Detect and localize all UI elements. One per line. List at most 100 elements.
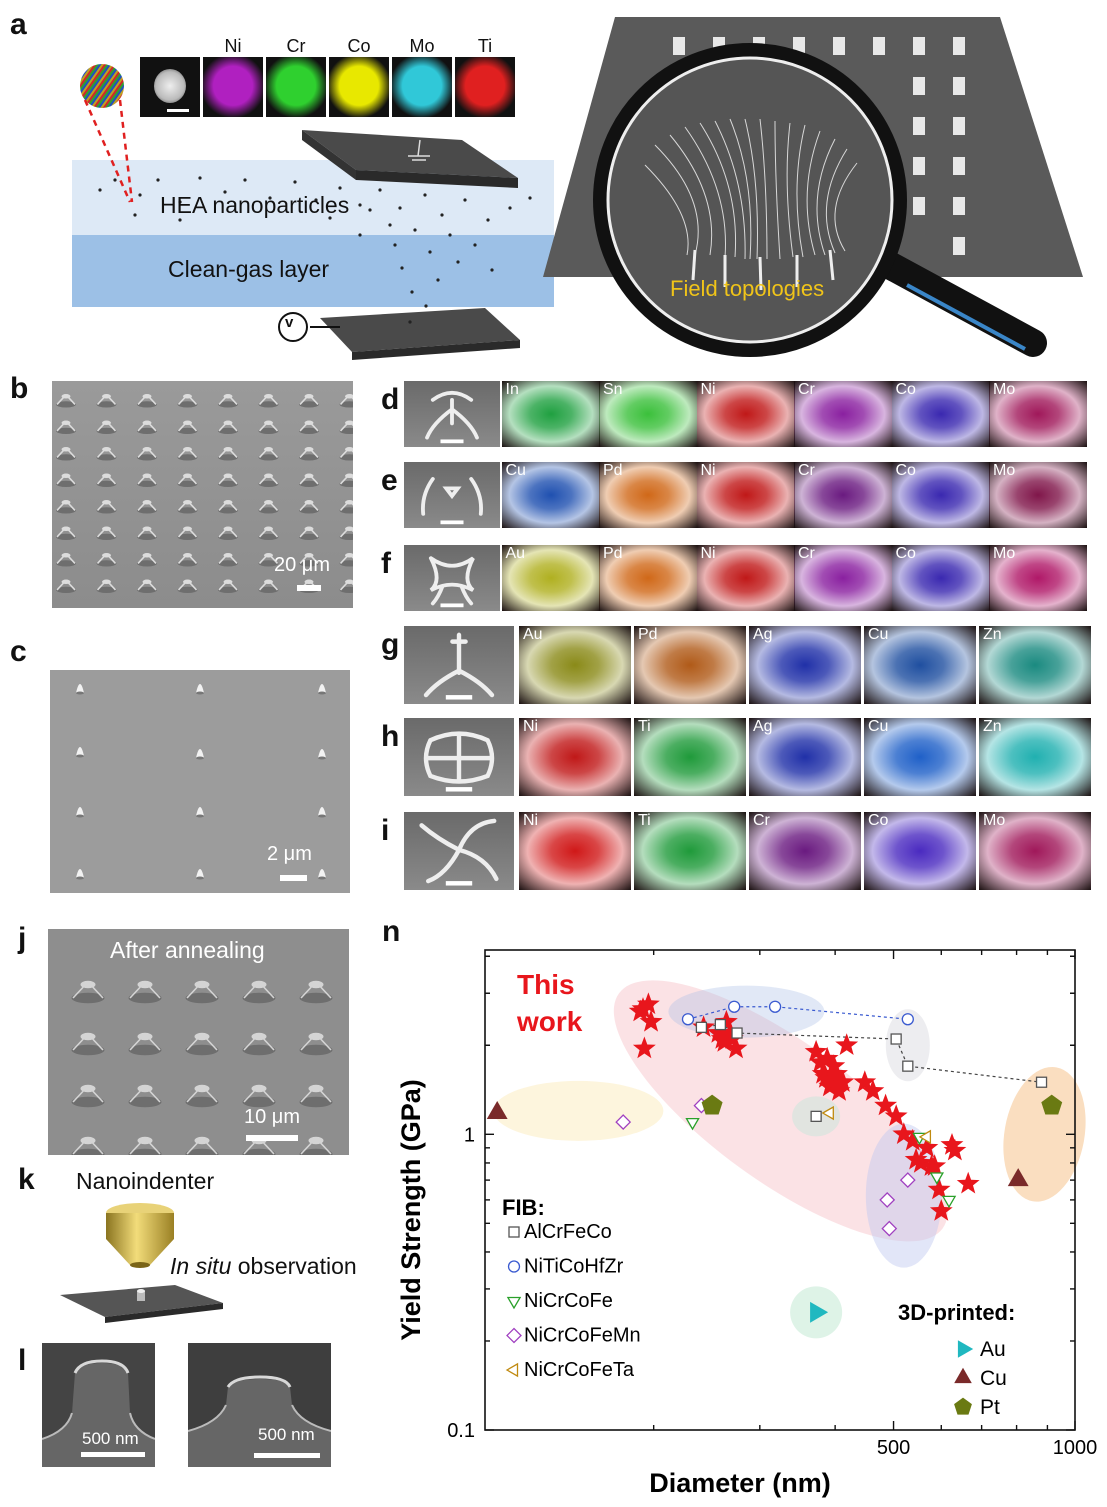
data-point-pt xyxy=(1041,1094,1063,1115)
eds-element-label: Co xyxy=(868,812,889,829)
sem-tile-e xyxy=(404,462,500,528)
data-point-nicrcofe xyxy=(941,1195,957,1209)
eds-element-label: Sn xyxy=(603,381,623,398)
array-pillar xyxy=(137,500,157,514)
data-point-nicrcofemn xyxy=(879,1191,896,1208)
eds-map-i-cr: Cr xyxy=(749,812,861,890)
scale-bar-m xyxy=(254,1453,320,1458)
data-point-this-work xyxy=(714,1009,738,1032)
data-point-nicrcofeta xyxy=(918,1129,932,1145)
eds-element-label: Mo xyxy=(993,381,1016,398)
printed-region xyxy=(1003,1066,1086,1202)
eds-map-e-pd: Pd xyxy=(599,462,697,528)
array-pillar xyxy=(258,500,279,514)
array-pillar xyxy=(258,526,279,541)
eds-element-label: Cu xyxy=(505,462,526,479)
data-point-cu xyxy=(1007,1168,1029,1187)
eds-map-e-ni: Ni xyxy=(696,462,795,528)
nanopillar xyxy=(196,749,204,760)
data-point-alcrfeco xyxy=(890,1033,902,1045)
eds-map-h-ti: Ti xyxy=(634,718,746,796)
data-point-this-work xyxy=(929,1199,953,1221)
data-point-nicrcofe xyxy=(685,1117,700,1131)
nanopillar xyxy=(196,807,204,818)
top-electrode xyxy=(302,130,518,178)
legend-fib-title: FIB: xyxy=(502,1195,545,1220)
scale-label-c: 2 μm xyxy=(267,843,312,865)
array-pillar xyxy=(71,1084,105,1108)
array-pillar xyxy=(218,394,238,408)
array-pillar xyxy=(96,526,117,541)
array-pillar xyxy=(242,1084,276,1108)
eds-element-label: Ti xyxy=(638,812,651,829)
eds-element-label: Co xyxy=(895,381,916,398)
eds-map-d-sn: Sn xyxy=(599,381,697,447)
magnifier-lens xyxy=(593,43,907,357)
nanopillar xyxy=(76,869,84,880)
element-map-mo xyxy=(392,57,452,117)
array-pillar xyxy=(96,579,117,594)
eds-element-label: Au xyxy=(505,545,526,562)
map-title-co: Co xyxy=(347,36,371,56)
nanopillar xyxy=(76,684,84,695)
array-pillar xyxy=(339,526,353,541)
legend-marker-au xyxy=(957,1340,974,1358)
panel-label-g: g xyxy=(381,628,400,661)
array-pillar xyxy=(177,473,198,488)
sem-image-c: 2 μm xyxy=(50,670,350,893)
array-pillar xyxy=(128,1136,162,1155)
array-pillar xyxy=(339,579,353,594)
data-point-au xyxy=(810,1301,829,1323)
array-pillar xyxy=(258,473,279,488)
panel-label-l: l xyxy=(18,1344,27,1377)
array-pillar xyxy=(339,473,353,488)
legend-marker-alcrfeco xyxy=(508,1226,520,1238)
data-point-this-work xyxy=(706,1021,730,1043)
eds-element-label: In xyxy=(505,381,519,398)
array-pillar xyxy=(299,1136,333,1155)
this-work-annotation: This xyxy=(517,969,575,1000)
array-pillar xyxy=(128,1084,162,1108)
voltage-symbol: V xyxy=(285,314,294,331)
eds-element-label: Ni xyxy=(523,812,539,829)
eds-map-e-mo: Mo xyxy=(989,462,1087,528)
sem-image-j: After annealing 10 μm xyxy=(48,929,349,1155)
panel-label-e: e xyxy=(381,464,398,497)
array-pillar xyxy=(258,553,279,567)
eds-map-d-in: In xyxy=(501,381,600,447)
eds-map-d-co: Co xyxy=(891,381,990,447)
panel-label-n: n xyxy=(382,915,401,948)
legend-3d-title: 3D-printed: xyxy=(898,1300,1015,1325)
array-pillar xyxy=(218,420,238,435)
sem-image-l: 500 nm xyxy=(42,1343,155,1467)
scale-label-m: 500 nm xyxy=(258,1425,315,1444)
array-pillar xyxy=(218,526,238,541)
sem-tile-i xyxy=(404,812,514,890)
eds-element-label: Ni xyxy=(700,545,716,562)
nanoindenter-schematic xyxy=(60,1203,223,1323)
sem-tile-d xyxy=(404,381,500,447)
array-pillar xyxy=(56,447,76,461)
eds-map-g-zn: Zn xyxy=(979,626,1091,704)
data-point-this-work xyxy=(909,1151,933,1173)
eds-map-h-ag: Ag xyxy=(749,718,861,796)
legend-entry-cu: Cu xyxy=(980,1367,1007,1390)
array-pillar xyxy=(96,420,117,435)
element-map-co xyxy=(329,57,389,117)
data-point-cu xyxy=(486,1101,508,1119)
data-point-nicrcofemn xyxy=(615,1114,632,1131)
eds-element-label: Mo xyxy=(993,462,1016,479)
array-pillar xyxy=(177,553,198,567)
in-situ-italic: In situ xyxy=(170,1253,232,1279)
eds-element-label: Au xyxy=(523,626,543,643)
array-pillar xyxy=(137,553,157,567)
eds-element-label: Mo xyxy=(983,812,1006,829)
eds-map-h-cu: Cu xyxy=(864,718,976,796)
data-point-this-work xyxy=(639,1009,663,1032)
data-point-nicrcofemn xyxy=(899,1172,916,1189)
data-point-this-work xyxy=(874,1093,897,1116)
scale-label-j: 10 μm xyxy=(244,1106,300,1128)
legend-marker-nicrcofe xyxy=(506,1296,522,1310)
array-pillar xyxy=(185,980,219,1004)
nanopillar xyxy=(318,869,326,880)
